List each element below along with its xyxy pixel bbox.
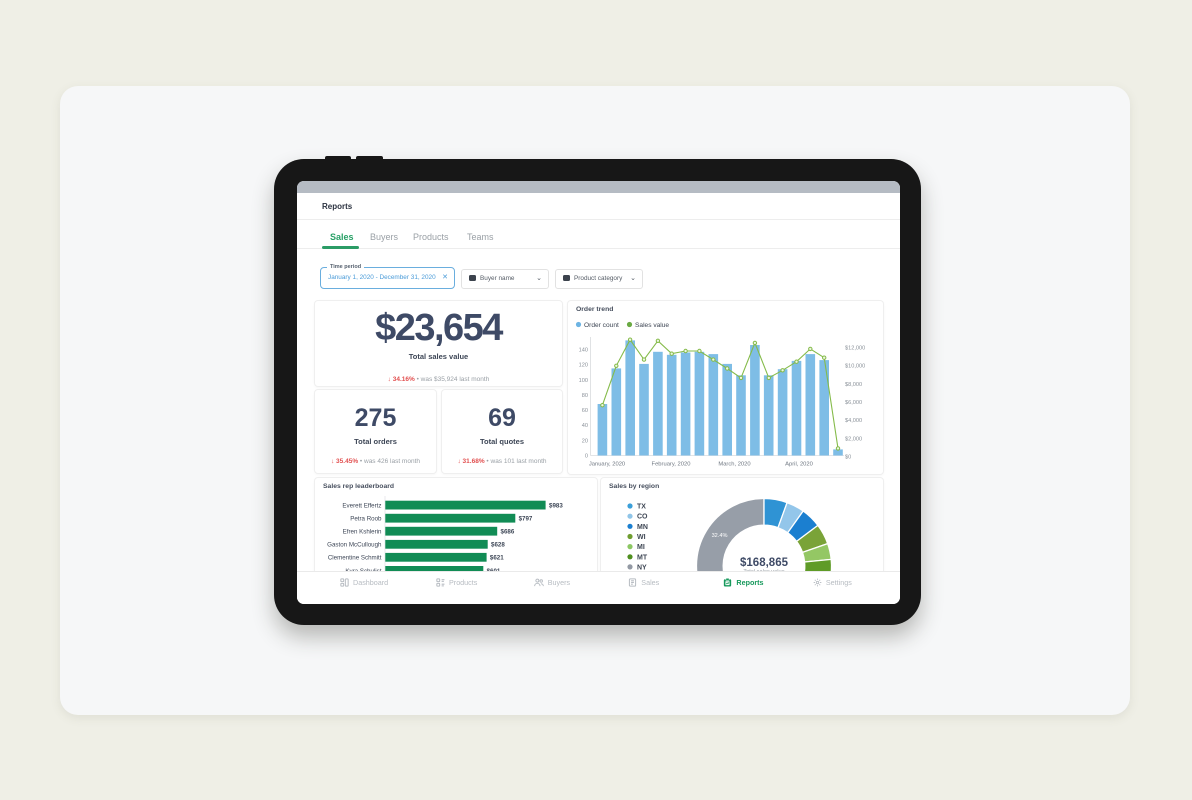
svg-text:$686: $686 xyxy=(501,529,515,536)
svg-text:60: 60 xyxy=(582,408,588,414)
svg-text:0: 0 xyxy=(585,454,588,460)
svg-text:$8,000: $8,000 xyxy=(845,382,862,388)
svg-text:$6,000: $6,000 xyxy=(845,400,862,406)
svg-text:CO: CO xyxy=(637,514,648,521)
svg-text:WI: WI xyxy=(637,534,646,541)
svg-text:$12,000: $12,000 xyxy=(845,346,865,352)
svg-text:Everett Effertz: Everett Effertz xyxy=(342,503,381,510)
svg-text:March, 2020: March, 2020 xyxy=(718,462,750,468)
svg-text:20: 20 xyxy=(582,438,588,444)
svg-text:120: 120 xyxy=(579,363,588,369)
svg-text:MN: MN xyxy=(637,524,648,531)
svg-text:80: 80 xyxy=(582,393,588,399)
svg-text:$4,000: $4,000 xyxy=(845,418,862,424)
svg-text:$797: $797 xyxy=(519,516,533,523)
svg-text:NY: NY xyxy=(637,564,647,571)
svg-text:TX: TX xyxy=(637,504,646,511)
svg-text:$621: $621 xyxy=(490,555,504,562)
svg-text:$2,000: $2,000 xyxy=(845,436,862,442)
svg-text:MT: MT xyxy=(637,554,648,561)
svg-text:$0: $0 xyxy=(845,455,851,461)
svg-text:April, 2020: April, 2020 xyxy=(785,462,813,468)
svg-text:MI: MI xyxy=(637,544,645,551)
svg-text:January, 2020: January, 2020 xyxy=(589,462,625,468)
svg-text:February, 2020: February, 2020 xyxy=(652,462,691,468)
svg-text:Efren Kshlerin: Efren Kshlerin xyxy=(343,529,382,536)
svg-text:Order count: Order count xyxy=(584,322,619,329)
svg-text:32.4%: 32.4% xyxy=(712,533,728,539)
svg-text:Sales value: Sales value xyxy=(635,322,669,329)
svg-text:Gaston McCullough: Gaston McCullough xyxy=(327,542,382,549)
svg-text:$168,865: $168,865 xyxy=(740,557,789,569)
svg-text:$983: $983 xyxy=(549,503,563,510)
svg-text:$10,000: $10,000 xyxy=(845,364,865,370)
svg-text:$628: $628 xyxy=(491,542,505,549)
svg-text:Clementine Schmitt: Clementine Schmitt xyxy=(328,555,382,562)
svg-text:40: 40 xyxy=(582,423,588,429)
svg-text:100: 100 xyxy=(579,378,588,384)
svg-text:140: 140 xyxy=(579,348,588,354)
svg-text:Petra Roob: Petra Roob xyxy=(350,516,382,523)
